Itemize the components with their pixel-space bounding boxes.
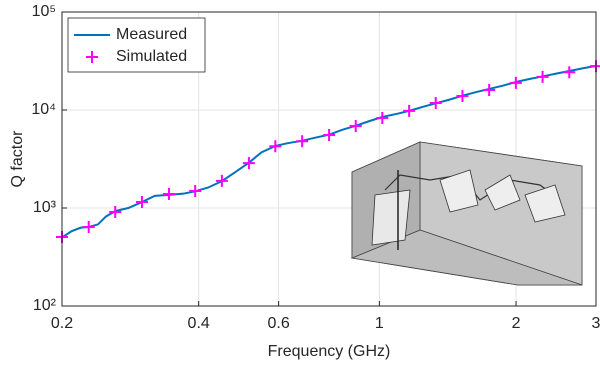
x-tick-label: 2 xyxy=(512,315,521,332)
data-marker xyxy=(563,66,575,78)
page: {"chart_data": {"type": "line", "x_label… xyxy=(0,0,600,369)
y-axis-label: Q factor xyxy=(9,130,26,188)
inset-image xyxy=(352,142,582,285)
data-marker xyxy=(376,112,388,124)
data-marker xyxy=(163,188,175,200)
legend-label: Measured xyxy=(116,26,187,43)
x-tick-label: 1 xyxy=(375,315,384,332)
data-marker xyxy=(216,175,228,187)
x-tick-label: 0.2 xyxy=(51,315,73,332)
data-marker xyxy=(430,97,442,109)
data-marker xyxy=(510,77,522,89)
data-marker xyxy=(456,90,468,102)
chart: Frequency (GHz) Q factor Measured Simulat… xyxy=(0,0,600,369)
data-marker xyxy=(136,196,148,208)
y-tick-label: 10⁵ xyxy=(32,3,56,20)
data-marker xyxy=(590,60,600,72)
y-tick-label: 10⁴ xyxy=(31,101,56,118)
x-tick-label: 0.6 xyxy=(268,315,290,332)
legend-label: Simulated xyxy=(116,48,187,65)
data-marker xyxy=(483,84,495,96)
y-tick-label: 10² xyxy=(33,297,57,314)
data-marker xyxy=(189,185,201,197)
data-marker xyxy=(296,135,308,147)
data-marker xyxy=(537,71,549,83)
x-tick-label: 3 xyxy=(592,315,600,332)
x-axis-label: Frequency (GHz) xyxy=(268,343,391,360)
data-marker xyxy=(323,129,335,141)
data-marker xyxy=(350,120,362,132)
x-tick-label: 0.4 xyxy=(188,315,210,332)
data-marker xyxy=(83,221,95,233)
data-marker xyxy=(403,105,415,117)
data-marker xyxy=(269,140,281,152)
legend: Measured Simulated xyxy=(68,18,205,72)
y-tick-label: 10³ xyxy=(33,199,57,216)
